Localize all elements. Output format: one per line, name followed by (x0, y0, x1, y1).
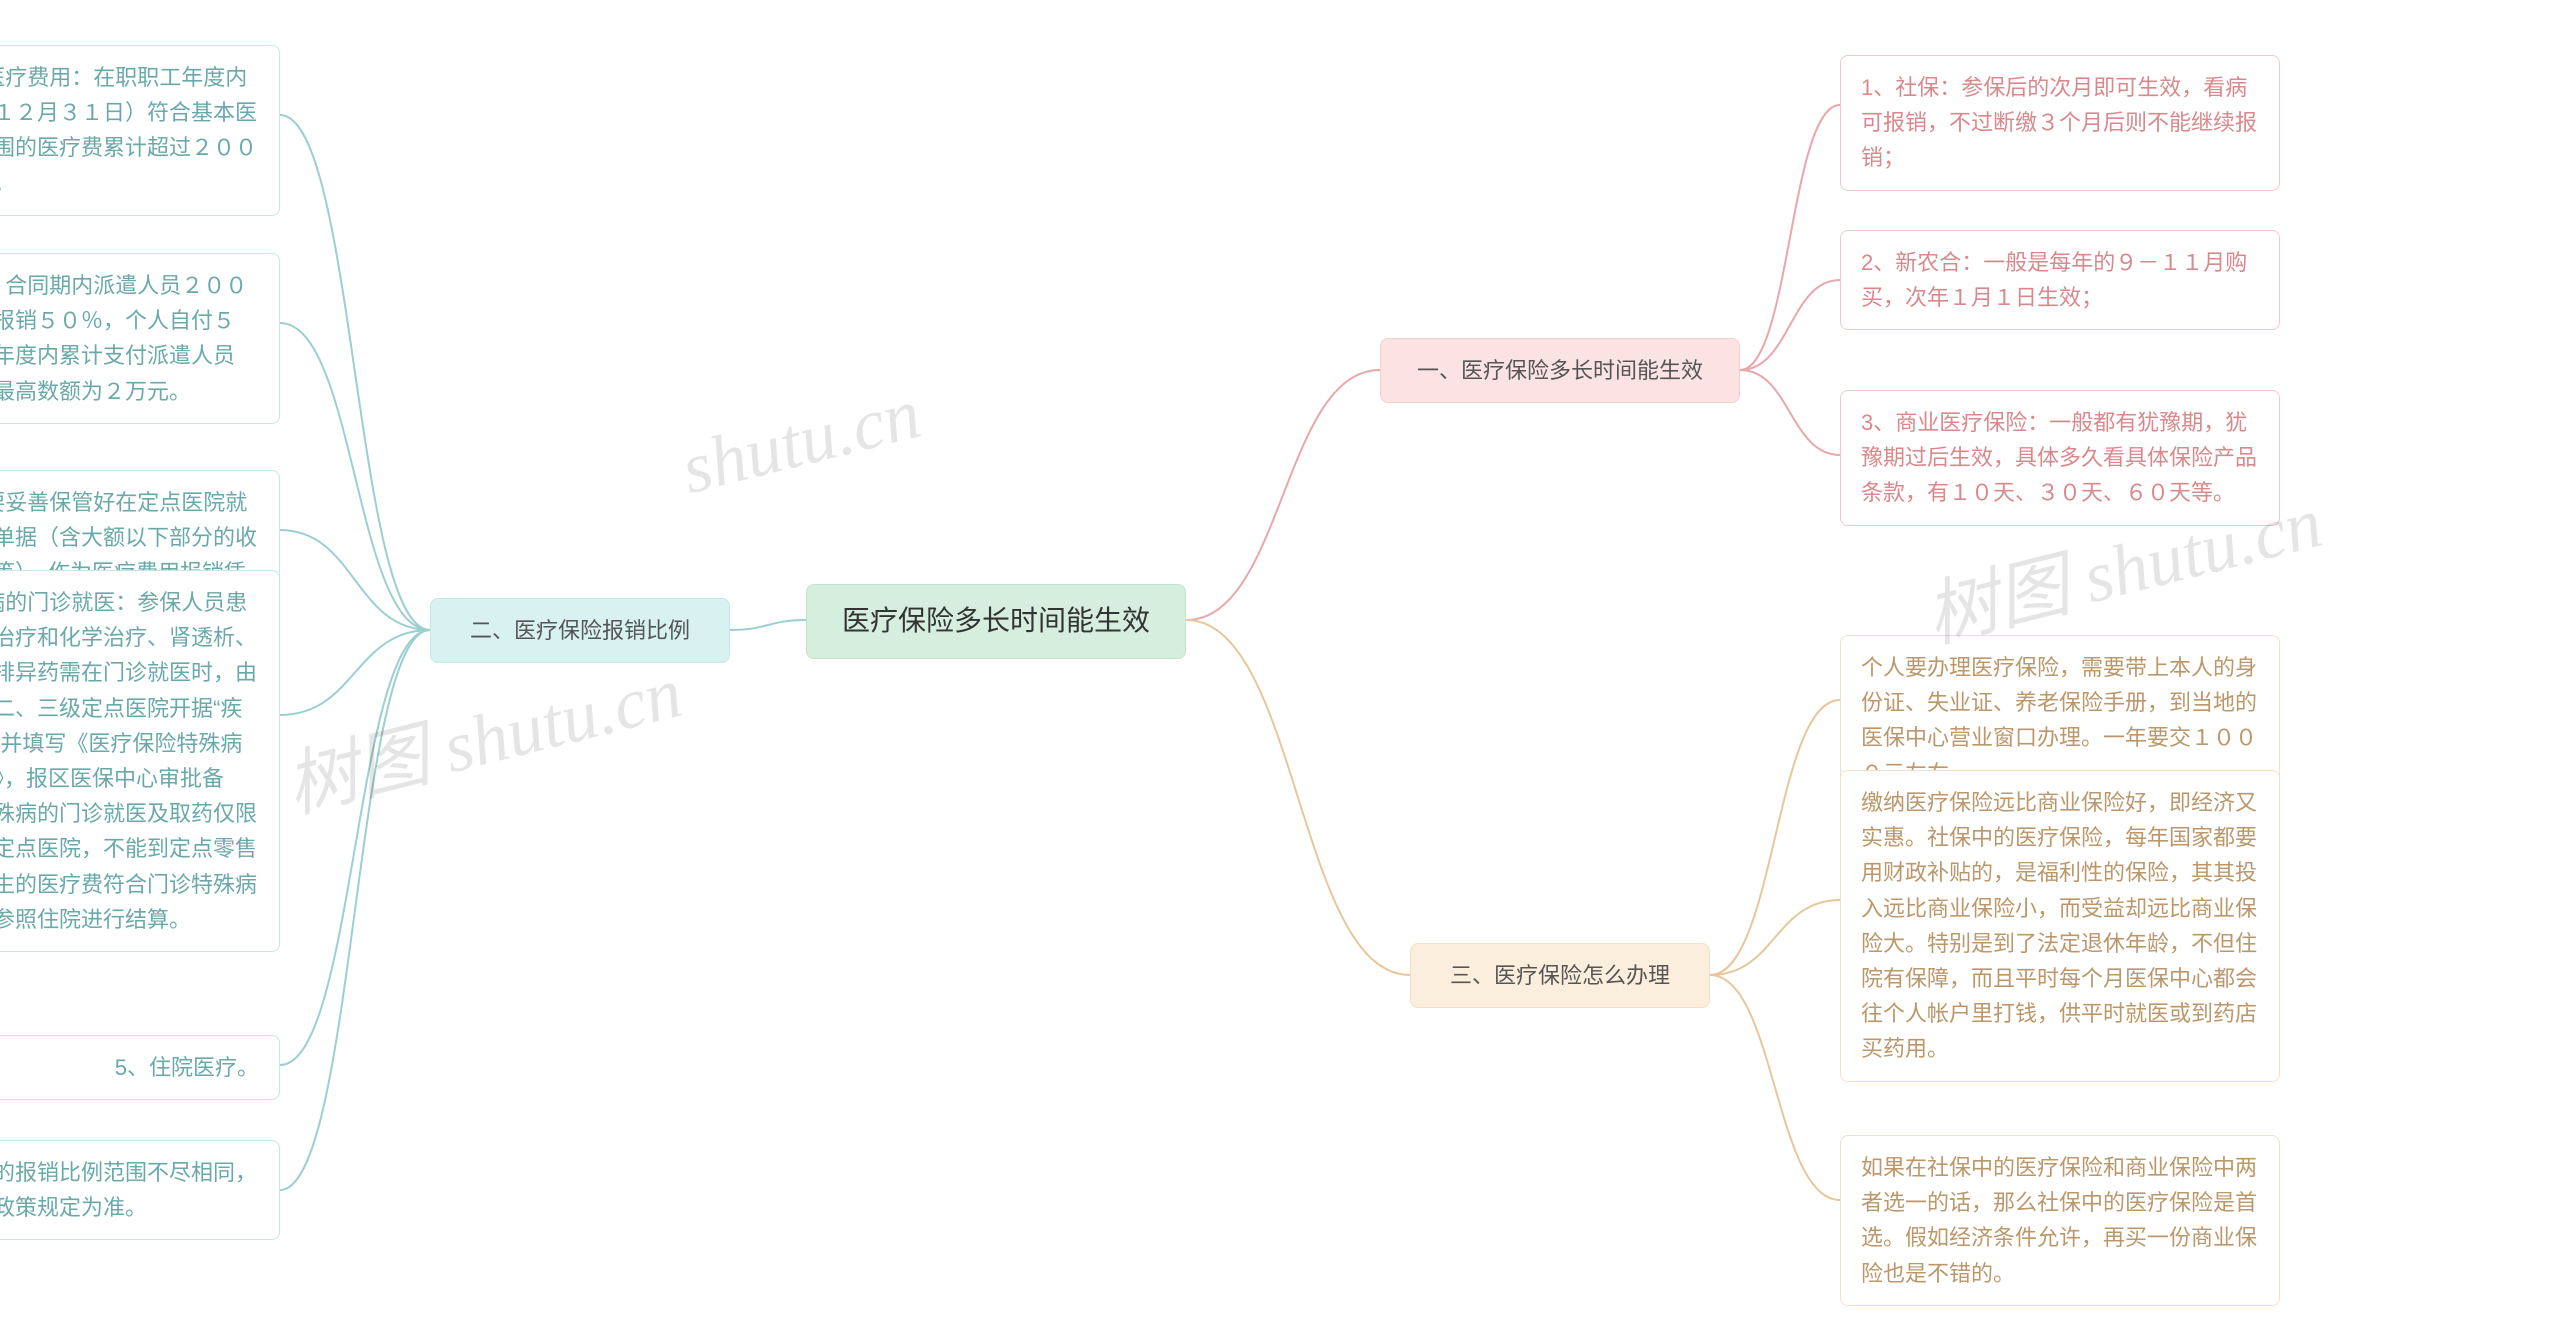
l2e-label: 5、住院医疗。 (115, 1050, 259, 1085)
l3b-label: 缴纳医疗保险远比商业保险好，即经济又实惠。社保中的医疗保险，每年国家都要用财政补… (1861, 785, 2259, 1067)
b1: 一、医疗保险多长时间能生效 (1380, 338, 1740, 403)
l2b: 2、结算比例：合同期内派遣人员２０００元以上部分报销５０％，个人自付５０％；在一… (0, 253, 280, 424)
root-label: 医疗保险多长时间能生效 (842, 599, 1150, 644)
l2b-label: 2、结算比例：合同期内派遣人员２０００元以上部分报销５０％，个人自付５０％；在一… (0, 268, 259, 409)
l3c-label: 如果在社保中的医疗保险和商业保险中两者选一的话，那么社保中的医疗保险是首选。假如… (1861, 1150, 2259, 1291)
l1a: 1、社保：参保后的次月即可生效，看病可报销，不过断缴３个月后则不能继续报销； (1840, 55, 2280, 191)
b3: 三、医疗保险怎么办理 (1410, 943, 1710, 1008)
l2e: 5、住院医疗。 (0, 1035, 280, 1100)
l2a: 1、门、急诊医疗费用：在职职工年度内（１月１日～１２月３１日）符合基本医疗保险规… (0, 45, 280, 216)
l2a-label: 1、门、急诊医疗费用：在职职工年度内（１月１日～１２月３１日）符合基本医疗保险规… (0, 60, 259, 201)
l2d: 4、三种特殊病的门诊就医：参保人员患恶性肿瘤放射治疗和化学治疗、肾透析、肾移植后… (0, 570, 280, 952)
l3c: 如果在社保中的医疗保险和商业保险中两者选一的话，那么社保中的医疗保险是首选。假如… (1840, 1135, 2280, 1306)
b2-label: 二、医疗保险报销比例 (470, 613, 690, 648)
l2f: 各地医疗保险的报销比例范围不尽相同，具体请以当地政策规定为准。 (0, 1140, 280, 1240)
l3b: 缴纳医疗保险远比商业保险好，即经济又实惠。社保中的医疗保险，每年国家都要用财政补… (1840, 770, 2280, 1082)
b1-label: 一、医疗保险多长时间能生效 (1417, 353, 1703, 388)
watermark: shutu.cn (674, 372, 929, 511)
l1c-label: 3、商业医疗保险：一般都有犹豫期，犹豫期过后生效，具体多久看具体保险产品条款，有… (1861, 405, 2259, 511)
b2: 二、医疗保险报销比例 (430, 598, 730, 663)
l2d-label: 4、三种特殊病的门诊就医：参保人员患恶性肿瘤放射治疗和化学治疗、肾透析、肾移植后… (0, 585, 259, 937)
b3-label: 三、医疗保险怎么办理 (1450, 958, 1670, 993)
l1b-label: 2、新农合：一般是每年的９－１１月购买，次年１月１日生效； (1861, 245, 2259, 315)
l1c: 3、商业医疗保险：一般都有犹豫期，犹豫期过后生效，具体多久看具体保险产品条款，有… (1840, 390, 2280, 526)
l1a-label: 1、社保：参保后的次月即可生效，看病可报销，不过断缴３个月后则不能继续报销； (1861, 70, 2259, 176)
l1b: 2、新农合：一般是每年的９－１１月购买，次年１月１日生效； (1840, 230, 2280, 330)
root: 医疗保险多长时间能生效 (806, 584, 1186, 659)
l2f-label: 各地医疗保险的报销比例范围不尽相同，具体请以当地政策规定为准。 (0, 1155, 259, 1225)
